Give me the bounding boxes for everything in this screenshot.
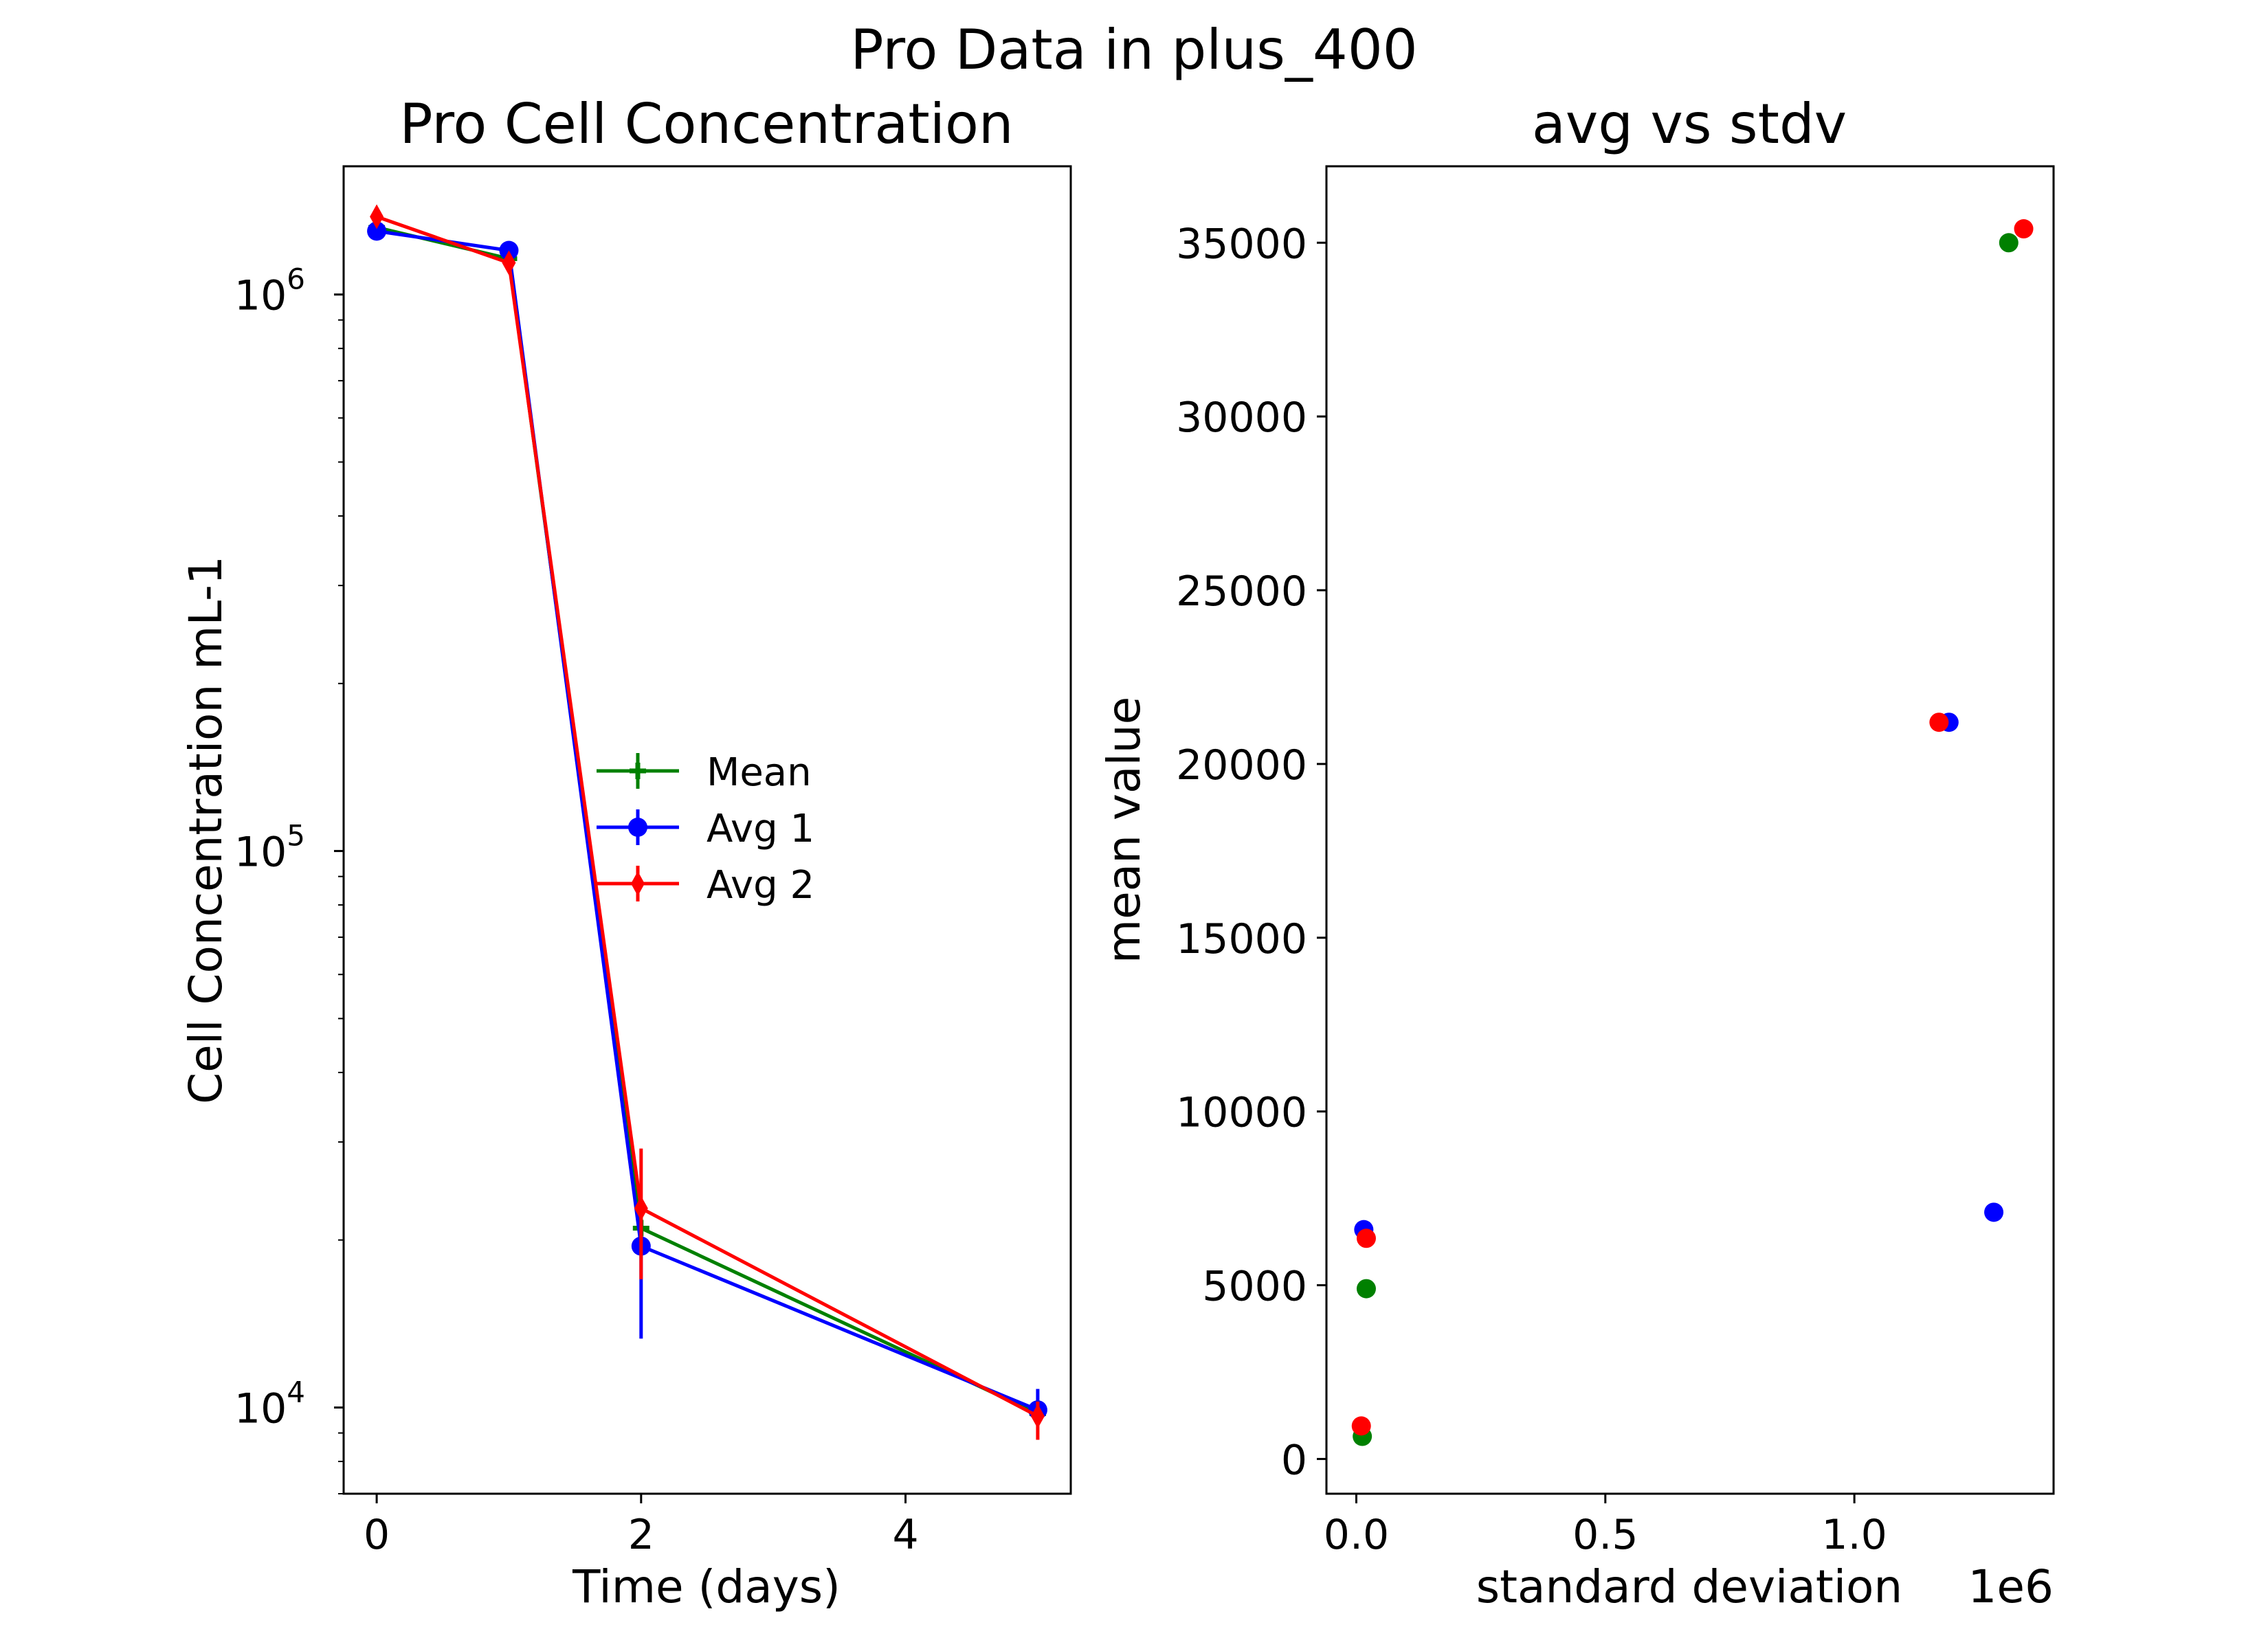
left-x-axis-label: Time (days) (572, 1560, 841, 1613)
legend-entry-mean: Mean (597, 750, 812, 795)
scatter-point-series-3 (2014, 219, 2034, 239)
scatter-point-series-3 (1356, 1229, 1376, 1248)
right-y-tick-label: 20000 (1176, 741, 1307, 789)
series-line-3 (376, 214, 1039, 1418)
right-x-offset-label: 1e6 (1968, 1560, 2054, 1613)
data-point (502, 250, 516, 276)
right-plot-frame (1325, 165, 2055, 1495)
left-x-tick-label: 0 (364, 1511, 390, 1559)
figure-title: Pro Data in plus_400 (850, 18, 1417, 82)
legend-entry-avg1: Avg 1 (597, 807, 814, 851)
scatter-point-series-1 (1356, 1279, 1376, 1299)
right-chart: avg vs stdv 0.0 0.5 1.0 0 5000 10000 15000 2000… (1098, 92, 2055, 1613)
left-x-tick-label: 2 (628, 1511, 654, 1559)
right-y-tick-label: 30000 (1176, 394, 1307, 442)
right-chart-title: avg vs stdv (1532, 92, 1847, 156)
right-x-axis-label: standard deviation (1476, 1560, 1903, 1613)
right-y-tick-label: 15000 (1176, 915, 1307, 963)
data-point (634, 1196, 648, 1221)
left-x-tick-label: 4 (892, 1511, 918, 1559)
legend-entry-avg2: Avg 2 (597, 863, 814, 908)
right-y-tick-label: 5000 (1202, 1263, 1307, 1311)
right-scatter-points (1351, 219, 2034, 1446)
scatter-point-series-1 (1999, 233, 2019, 253)
scatter-point-series-3 (1351, 1416, 1371, 1436)
left-series-lines (367, 204, 1047, 1440)
right-y-tick-label: 35000 (1176, 220, 1307, 268)
right-x-tick-label: 0.5 (1572, 1511, 1638, 1559)
left-plot-frame (342, 165, 1072, 1495)
legend-label-avg1: Avg 1 (707, 807, 814, 851)
right-y-axis-label: mean value (1098, 697, 1150, 963)
right-x-tick-label: 0.0 (1324, 1511, 1389, 1559)
data-point (370, 204, 384, 229)
data-point (1030, 1404, 1045, 1429)
legend: Mean Avg 1 Avg 2 (597, 750, 814, 908)
data-point (367, 221, 387, 241)
right-axis-ticks: 0.0 0.5 1.0 0 5000 10000 15000 20000 25000 30000 3… (1176, 220, 1887, 1559)
right-y-tick-label: 0 (1281, 1436, 1307, 1484)
left-y-axis-label: Cell Concentration mL-1 (179, 556, 232, 1104)
right-y-tick-label: 25000 (1176, 568, 1307, 616)
scatter-point-series-3 (1929, 713, 1949, 732)
right-x-tick-label: 1.0 (1821, 1511, 1887, 1559)
left-chart-title: Pro Cell Concentration (399, 92, 1013, 156)
legend-label-mean: Mean (707, 750, 812, 795)
scatter-point-series-2 (1984, 1202, 2004, 1222)
right-y-tick-label: 10000 (1176, 1089, 1307, 1137)
legend-label-avg2: Avg 2 (707, 863, 814, 908)
data-point (499, 240, 519, 260)
